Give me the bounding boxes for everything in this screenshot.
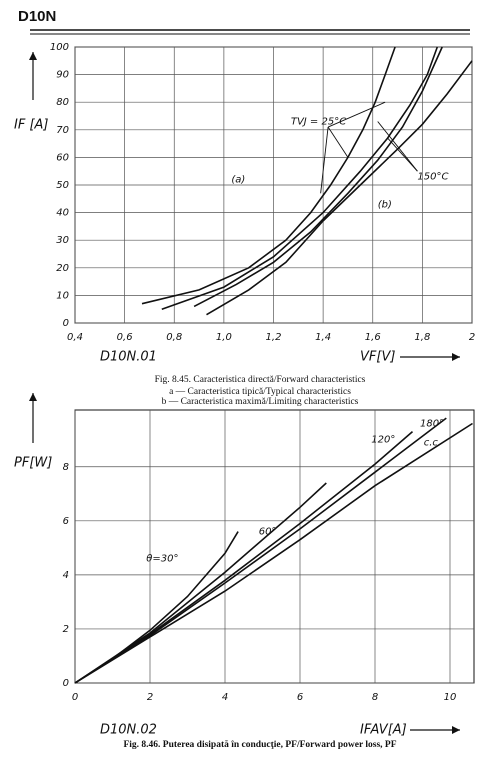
curve <box>206 60 473 316</box>
x-tick-label: 0,4 <box>67 332 83 343</box>
x-tick-label: 0,6 <box>117 332 133 343</box>
x-axis-label: IFAV[A] <box>360 723 407 738</box>
x-tick-label: 4 <box>222 692 228 703</box>
annotation: θ=30° <box>146 554 178 565</box>
figure-code: D10N.01 <box>100 350 157 365</box>
x-tick-label: 0 <box>72 692 78 703</box>
y-tick-label: 6 <box>63 516 69 527</box>
y-tick-label: 40 <box>56 208 69 219</box>
header: D10N <box>18 8 56 25</box>
arrow-head <box>29 393 37 401</box>
y-tick-label: 90 <box>56 70 69 81</box>
curve <box>141 46 396 305</box>
y-tick-label: 60 <box>56 152 69 163</box>
curve <box>161 46 439 310</box>
caption: a — Caracteristica tipică/Typical charac… <box>169 387 351 397</box>
annotation-bg <box>229 172 230 173</box>
annotation-bg <box>376 197 377 198</box>
x-tick-label: 8 <box>372 692 378 703</box>
x-tick-label: 6 <box>297 692 303 703</box>
x-tick-label: 2 <box>469 332 475 343</box>
annotation: 150°C <box>417 172 448 183</box>
y-tick-label: 50 <box>56 180 69 191</box>
curve <box>74 422 473 684</box>
y-axis-label: PF[W] <box>14 456 52 471</box>
caption: Fig. 8.45. Caracteristica directă/Forwar… <box>155 375 366 385</box>
arrow-head <box>452 353 460 361</box>
x-tick-label: 1,8 <box>414 332 430 343</box>
y-tick-label: 100 <box>50 42 69 53</box>
annotation: 180° <box>420 419 444 430</box>
annotation: c.c. <box>424 437 441 448</box>
x-axis-label: VF[V] <box>360 350 395 365</box>
x-tick-label: 1,6 <box>365 332 381 343</box>
arrow-head <box>29 52 37 60</box>
y-tick-label: 4 <box>63 570 69 581</box>
x-tick-label: 1,4 <box>315 332 331 343</box>
leader-line <box>387 137 418 172</box>
figure-code: D10N.02 <box>100 723 157 738</box>
curve <box>193 46 443 308</box>
annotation-bg <box>144 552 145 553</box>
y-axis-label: IF [A] <box>14 118 48 133</box>
curve <box>74 417 447 684</box>
y-tick-label: 0 <box>63 318 69 329</box>
annotation: TVJ = 25°C <box>291 117 346 128</box>
annotation: (b) <box>378 199 392 210</box>
x-tick-label: 10 <box>444 692 457 703</box>
leader-line <box>327 101 386 128</box>
y-tick-label: 10 <box>56 290 69 301</box>
annotation: 60° <box>259 527 277 538</box>
leader-line <box>377 121 418 172</box>
x-tick-label: 0,8 <box>166 332 182 343</box>
y-tick-label: 0 <box>63 678 69 689</box>
leader-line <box>320 126 329 194</box>
annotation-bg <box>418 417 419 418</box>
annotation-bg <box>289 115 290 116</box>
curve <box>74 430 414 684</box>
caption: Fig. 8.46. Puterea disipată în conducţie… <box>123 740 396 750</box>
y-tick-label: 8 <box>63 462 69 473</box>
y-tick-label: 80 <box>56 97 69 108</box>
x-tick-label: 2 <box>147 692 153 703</box>
y-tick-label: 30 <box>56 235 69 246</box>
y-tick-label: 20 <box>56 263 69 274</box>
annotation: (a) <box>231 174 245 185</box>
annotation: 120° <box>371 435 395 446</box>
x-tick-label: 1,0 <box>216 332 232 343</box>
x-tick-label: 1,2 <box>266 332 282 343</box>
annotation-bg <box>257 525 258 526</box>
curve <box>74 482 327 684</box>
annotation-bg <box>369 433 370 434</box>
arrow-head <box>452 726 460 734</box>
y-tick-label: 2 <box>63 624 69 635</box>
leader-line <box>327 126 349 158</box>
caption: b — Caracteristica maximă/Limiting chara… <box>162 397 359 407</box>
y-tick-label: 70 <box>56 125 69 136</box>
